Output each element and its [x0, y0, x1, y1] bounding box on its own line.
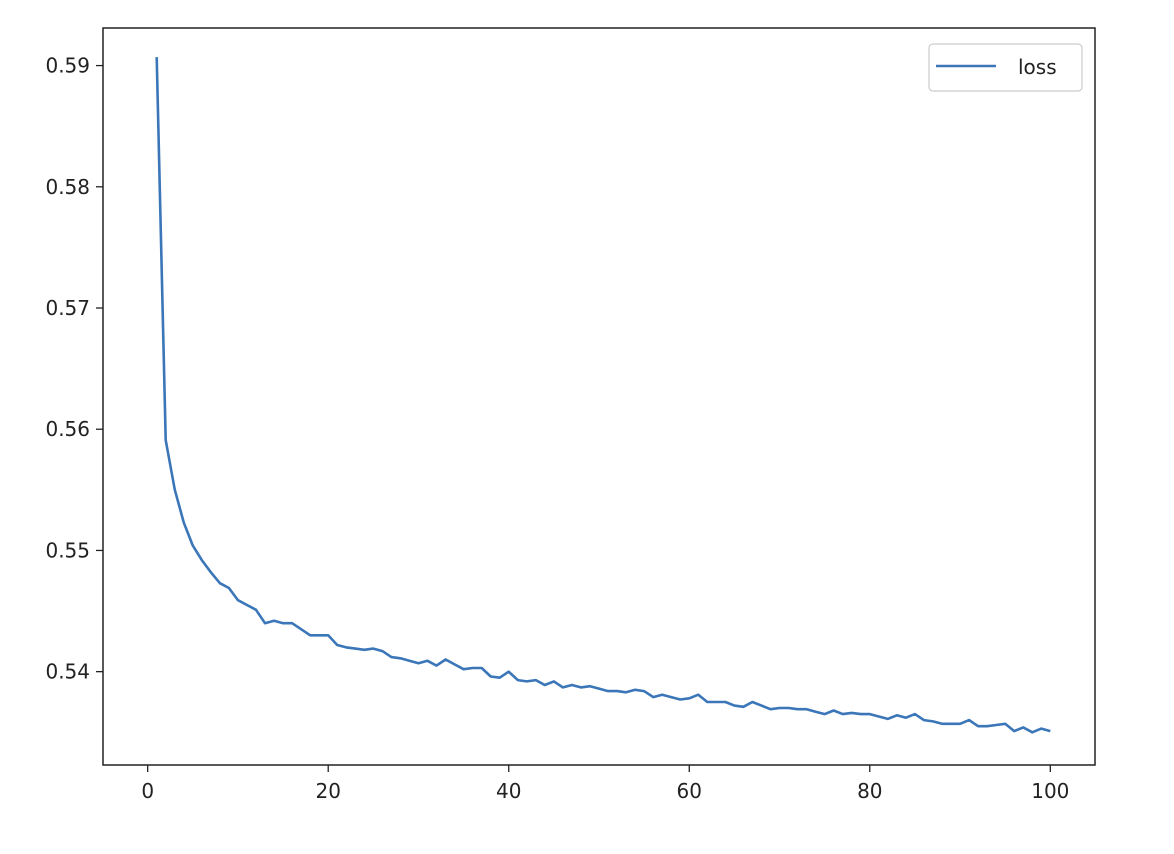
y-tick-label: 0.59	[45, 54, 90, 78]
plot-frame	[103, 28, 1095, 765]
x-tick-label: 100	[1031, 779, 1069, 803]
data-points	[157, 57, 1051, 732]
x-tick-label: 60	[677, 779, 702, 803]
legend-label-loss: loss	[1018, 55, 1057, 79]
legend: loss	[929, 44, 1082, 91]
x-tick-label: 40	[496, 779, 521, 803]
x-tick-label: 0	[141, 779, 154, 803]
y-tick-label: 0.57	[45, 296, 90, 320]
x-tick-label: 20	[315, 779, 340, 803]
legend-box	[929, 44, 1082, 91]
series-line-loss	[157, 57, 1051, 732]
y-tick-label: 0.55	[45, 538, 90, 562]
y-tick-label: 0.56	[45, 417, 90, 441]
x-tick-label: 80	[857, 779, 882, 803]
y-tick-label: 0.58	[45, 175, 90, 199]
y-tick-label: 0.54	[45, 660, 90, 684]
axis-ticks: 0 20 40 60 80 100 0.54 0.55 0.56 0.57 0.58 0.59	[45, 54, 1069, 803]
